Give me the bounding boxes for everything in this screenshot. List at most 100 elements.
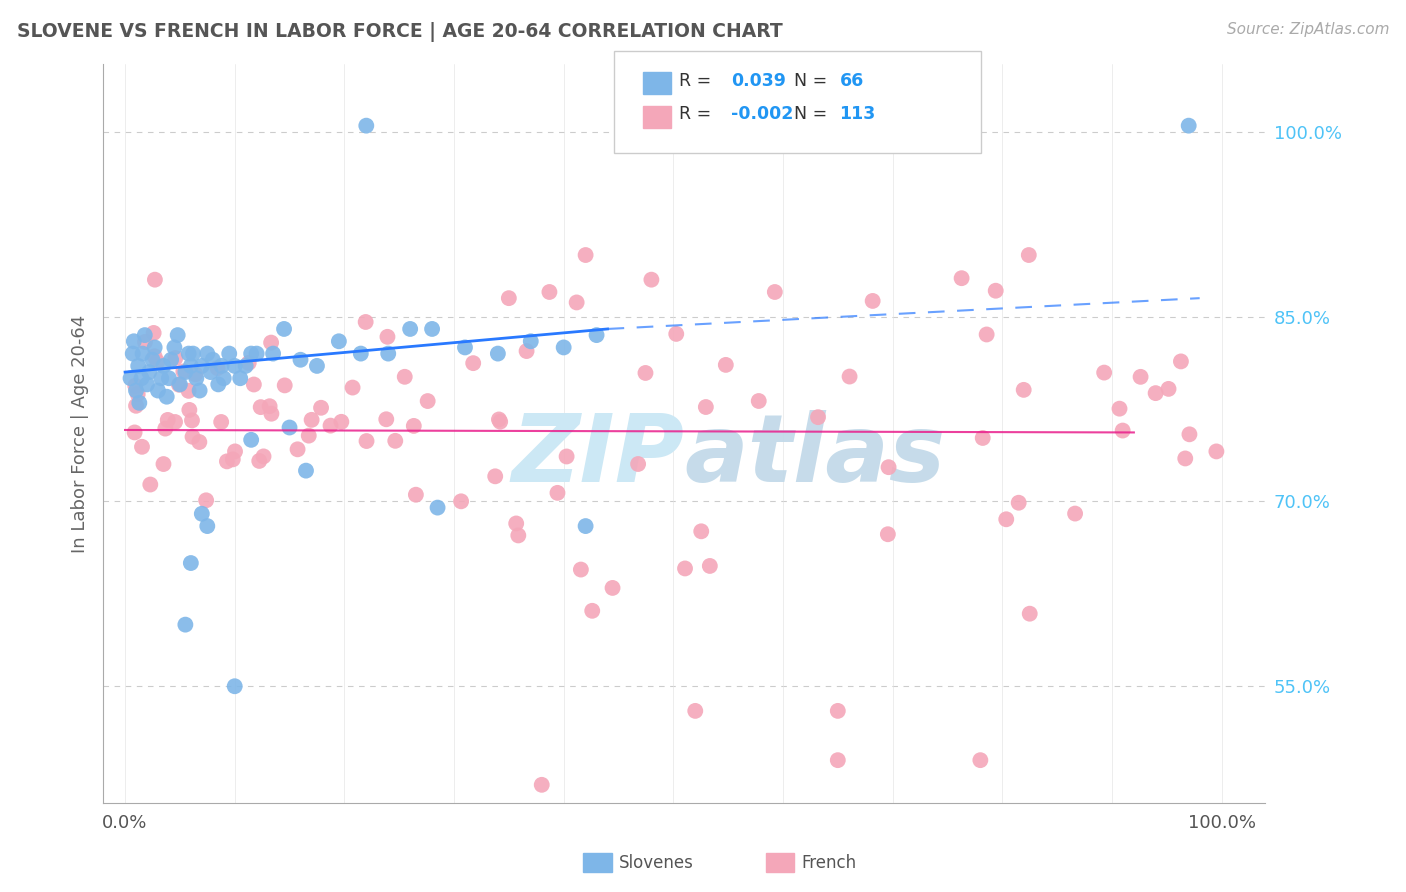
Point [969, 753, 991, 767]
Point [211, 359, 233, 373]
Point [714, 358, 737, 372]
Point [384, 434, 406, 448]
Point [224, 359, 246, 373]
Point [167, 377, 190, 392]
Point [699, 558, 721, 573]
Point [546, 486, 568, 500]
Point [748, 394, 770, 409]
Point [356, 434, 378, 448]
Text: -0.002: -0.002 [731, 105, 793, 123]
Point [295, 464, 318, 478]
Point [1157, 382, 1180, 396]
Point [354, 315, 377, 329]
Point [1178, 427, 1201, 442]
Point [420, 322, 443, 336]
Point [838, 369, 860, 384]
Text: ZIP: ZIP [512, 409, 685, 502]
Point [569, 563, 592, 577]
Point [235, 359, 257, 373]
Point [209, 415, 232, 429]
Point [165, 351, 187, 365]
Point [319, 418, 342, 433]
Point [247, 454, 270, 468]
Point [125, 399, 148, 413]
Point [673, 561, 696, 575]
Point [484, 469, 506, 483]
Point [627, 457, 650, 471]
Point [240, 346, 263, 360]
Point [142, 326, 165, 340]
Point [1012, 383, 1035, 397]
Point [146, 384, 169, 398]
Point [195, 493, 218, 508]
Point [160, 352, 183, 367]
Point [224, 679, 246, 693]
Point [520, 334, 543, 349]
Point [454, 340, 477, 354]
Point [222, 452, 245, 467]
Text: R =: R = [679, 105, 717, 123]
Point [224, 444, 246, 458]
Point [665, 326, 688, 341]
Point [876, 527, 898, 541]
Point [298, 428, 321, 442]
Point [553, 340, 575, 354]
Point [1177, 119, 1199, 133]
Point [1129, 369, 1152, 384]
Point [342, 380, 364, 394]
Point [207, 361, 229, 376]
Point [640, 273, 662, 287]
Text: 66: 66 [839, 72, 863, 90]
Point [585, 328, 607, 343]
Point [156, 413, 179, 427]
Point [152, 359, 174, 373]
Point [260, 407, 283, 421]
Point [405, 488, 427, 502]
Point [950, 271, 973, 285]
Point [274, 378, 297, 392]
Text: 0.039: 0.039 [731, 72, 786, 90]
Point [127, 359, 149, 373]
Point [150, 371, 173, 385]
Point [134, 334, 156, 349]
Point [200, 365, 222, 379]
Point [138, 365, 160, 379]
Point [127, 387, 149, 401]
Point [121, 346, 143, 360]
Point [995, 512, 1018, 526]
Point [1018, 607, 1040, 621]
Point [634, 366, 657, 380]
Point [120, 371, 142, 385]
Text: Slovenes: Slovenes [619, 854, 693, 871]
Point [508, 528, 530, 542]
Point [877, 460, 900, 475]
Point [486, 346, 509, 360]
Point [1092, 366, 1115, 380]
Point [972, 431, 994, 445]
Point [505, 516, 527, 531]
Point [177, 346, 200, 360]
Point [262, 346, 284, 360]
Point [260, 335, 283, 350]
Point [246, 346, 269, 360]
Point [195, 519, 218, 533]
Text: French: French [801, 854, 856, 871]
Point [252, 450, 274, 464]
Point [394, 369, 416, 384]
Point [575, 519, 598, 533]
Text: Source: ZipAtlas.com: Source: ZipAtlas.com [1226, 22, 1389, 37]
Point [141, 352, 163, 367]
Point [188, 435, 211, 450]
Point [238, 356, 260, 370]
Point [229, 371, 252, 385]
Point [416, 394, 439, 409]
Point [181, 346, 204, 360]
Point [1018, 248, 1040, 262]
Point [172, 364, 194, 378]
Point [124, 425, 146, 440]
Point [156, 390, 179, 404]
Point [166, 328, 188, 343]
Y-axis label: In Labor Force | Age 20-64: In Labor Force | Age 20-64 [72, 315, 89, 553]
Point [191, 507, 214, 521]
Point [181, 413, 204, 427]
